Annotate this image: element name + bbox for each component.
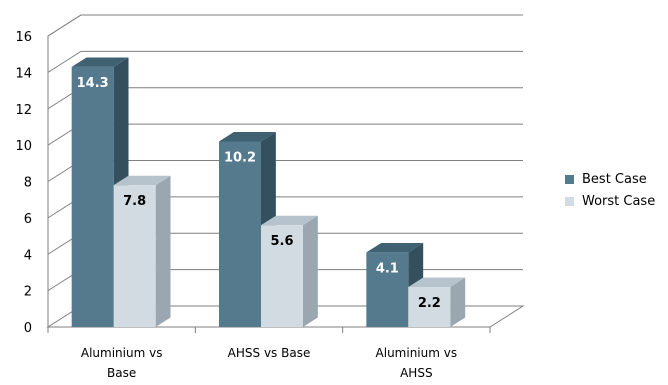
data-label-worst-case: 5.6: [270, 234, 293, 249]
legend-item-worst-case: Worst Case: [565, 190, 655, 212]
bar-top: [113, 175, 171, 186]
y-tick-label: 0: [24, 321, 32, 336]
bar-top: [219, 132, 276, 142]
bar-worst-case: [408, 277, 466, 327]
x-category-label: Base: [107, 366, 136, 380]
legend-item-best-case: Best Case: [565, 168, 655, 190]
bar-front: [366, 252, 409, 327]
bar-front: [408, 286, 451, 327]
x-axis-categories: Aluminium vs Base AHSS vs Base Aluminium vs…: [47, 327, 491, 380]
legend-label-worst-case: Worst Case: [582, 193, 656, 209]
data-label-best-case: 14.3: [77, 76, 109, 91]
y-tick-label: 14: [15, 66, 32, 81]
x-category-label: AHSS vs Base: [228, 346, 311, 360]
data-label-worst-case: 2.2: [418, 296, 441, 311]
data-label-worst-case: 7.8: [123, 194, 146, 209]
bar-front: [71, 66, 114, 327]
bar-top: [366, 242, 424, 253]
data-label-best-case: 10.2: [224, 150, 256, 165]
y-tick-label: 10: [15, 139, 32, 154]
y-tick-label: 16: [15, 30, 32, 45]
data-labels: 14.3 7.8 10.2 5.6 4.1 2.2: [77, 76, 441, 311]
legend-label-best-case: Best Case: [582, 171, 647, 187]
x-category-label: Aluminium vs: [81, 346, 163, 360]
y-axis-ticks: 0 2 4 6 8 10 12 14 16: [15, 30, 32, 336]
gridline: [47, 14, 523, 37]
gridline: [47, 50, 523, 73]
bar-front: [113, 185, 156, 327]
y-tick-label: 12: [15, 103, 32, 118]
bars: [71, 57, 466, 327]
bar-top: [408, 277, 466, 287]
bar-side: [303, 215, 318, 327]
y-tick-label: 8: [24, 176, 32, 191]
legend: Best Case Worst Case: [565, 168, 655, 212]
y-tick-label: 2: [24, 285, 32, 300]
bar-top: [71, 57, 129, 67]
bar-front: [219, 141, 261, 327]
data-label-best-case: 4.1: [376, 261, 399, 276]
legend-swatch-best-case: [565, 174, 574, 184]
y-tick-label: 4: [24, 248, 32, 263]
x-category-label: Aluminium vs: [376, 346, 458, 360]
bar-side: [450, 277, 466, 327]
bar-worst-case: [113, 175, 171, 327]
bar-side: [155, 175, 171, 327]
bar-top: [261, 215, 318, 226]
bar-front: [261, 225, 303, 327]
bar-worst-case: [261, 215, 318, 327]
y-tick-label: 6: [24, 212, 32, 227]
legend-swatch-worst-case: [565, 196, 574, 206]
x-category-label: AHSS: [400, 366, 432, 380]
